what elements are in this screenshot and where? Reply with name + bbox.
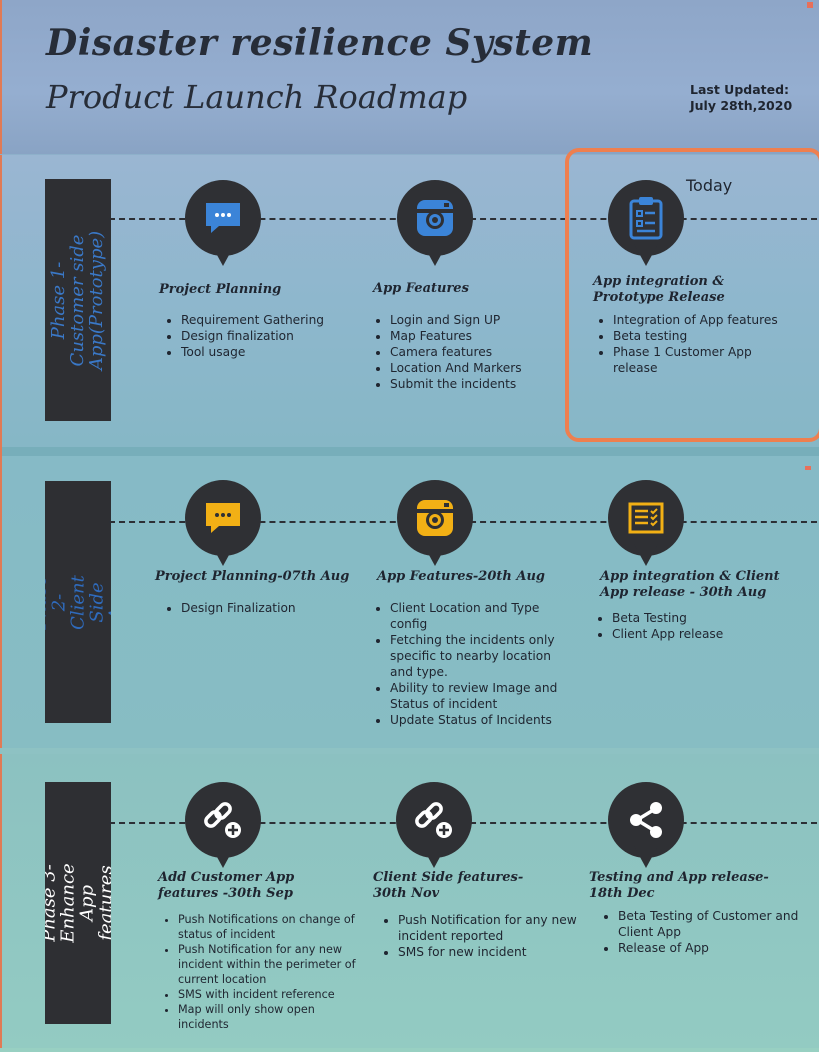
last-updated: Last Updated: July 28th,2020 bbox=[690, 82, 792, 114]
list-item: Location And Markers bbox=[390, 360, 580, 376]
phase-3-item-1-title: Add Customer App features -30th Sep bbox=[158, 870, 295, 901]
list-item: Design Finalization bbox=[181, 600, 371, 616]
phase-2-label-box: Phase 2- Client Side App bbox=[45, 481, 111, 723]
phase-1-label-box: Phase 1-Customer side App(Prototype) bbox=[45, 179, 111, 421]
list-item: Release of App bbox=[618, 940, 808, 956]
list-item: Map will only show open incidents bbox=[178, 1002, 358, 1032]
phase-2-item-1-pin bbox=[185, 480, 261, 570]
phase-3-item-2-pin bbox=[396, 782, 472, 872]
last-updated-label: Last Updated: bbox=[690, 82, 790, 97]
phase-1-item-2-pin bbox=[397, 180, 473, 270]
phase-1-item-3-list: Integration of App features Beta testing… bbox=[591, 312, 813, 376]
phase-1-item-2-list: Login and Sign UP Map Features Camera fe… bbox=[368, 312, 580, 392]
phase-2-item-3-list: Beta Testing Client App release bbox=[590, 610, 802, 642]
phase-3-label-box: Phase 3- Enhance App features bbox=[45, 782, 111, 1024]
phase-3-item-2-title: Client Side features- 30th Nov bbox=[373, 870, 524, 901]
page-subtitle: Product Launch Roadmap bbox=[46, 78, 468, 116]
phase-3-item-1-pin bbox=[185, 782, 261, 872]
list-item: Camera features bbox=[390, 344, 580, 360]
phase-2-item-2-list: Client Location and Type config Fetching… bbox=[368, 600, 570, 728]
phase-3-label: Phase 3- Enhance App features bbox=[45, 863, 111, 943]
header: Disaster resilience System Product Launc… bbox=[0, 0, 819, 154]
phase-1-label: Phase 1-Customer side App(Prototype) bbox=[48, 230, 108, 370]
phase-3-item-3-title: Testing and App release- 18th Dec bbox=[589, 870, 769, 901]
list-item: Client Location and Type config bbox=[390, 600, 570, 632]
list-item: Update Status of Incidents bbox=[390, 712, 570, 728]
chat-bubble-icon bbox=[206, 503, 240, 533]
list-item: Push Notification for any new incident w… bbox=[178, 942, 358, 987]
section-divider bbox=[0, 447, 819, 456]
list-item: Client App release bbox=[612, 626, 802, 642]
camera-icon bbox=[417, 500, 453, 536]
list-item: SMS with incident reference bbox=[178, 987, 358, 1002]
phase-1-item-1-list: Requirement Gathering Design finalizatio… bbox=[159, 312, 381, 360]
today-highlight bbox=[565, 148, 819, 442]
list-item: Ability to review Image and Status of in… bbox=[390, 680, 570, 712]
list-item: Beta Testing of Customer and Client App bbox=[618, 908, 808, 940]
last-updated-date: July 28th,2020 bbox=[690, 98, 793, 113]
phase-1-item-2-title: App Features bbox=[373, 281, 469, 296]
phase-2-item-1-title: Project Planning-07th Aug bbox=[155, 569, 350, 584]
link-add-icon bbox=[204, 802, 241, 838]
phase-2-item-2-title: App Features-20th Aug bbox=[377, 569, 545, 584]
list-item: Beta Testing bbox=[612, 610, 802, 626]
share-icon bbox=[630, 802, 662, 838]
clipboard-icon bbox=[629, 197, 663, 240]
phase-2-item-2-pin bbox=[397, 480, 473, 570]
list-item: Submit the incidents bbox=[390, 376, 580, 392]
phase-3-item-2-list: Push Notification for any new incident r… bbox=[376, 912, 578, 960]
list-item: Push Notifications on change of status o… bbox=[178, 912, 358, 942]
section-divider bbox=[0, 748, 819, 754]
chat-bubble-icon bbox=[206, 203, 240, 233]
list-item: Beta testing bbox=[613, 328, 813, 344]
list-item: SMS for new incident bbox=[398, 944, 578, 960]
phase-3-item-3-pin bbox=[608, 782, 684, 872]
page-title: Disaster resilience System bbox=[46, 22, 594, 64]
phase-2-label: Phase 2- Client Side App bbox=[45, 574, 111, 630]
corner-marker bbox=[807, 2, 813, 8]
list-item: Design finalization bbox=[181, 328, 381, 344]
phase-2-item-3-pin bbox=[608, 480, 684, 570]
list-item: Tool usage bbox=[181, 344, 381, 360]
link-add-icon bbox=[415, 802, 452, 838]
phase-3-item-1-list: Push Notifications on change of status o… bbox=[156, 912, 358, 1032]
list-item: Requirement Gathering bbox=[181, 312, 381, 328]
phase-1-item-1-title: Project Planning bbox=[159, 282, 282, 297]
phase-1-item-3-pin bbox=[608, 180, 684, 270]
list-item: Integration of App features bbox=[613, 312, 813, 328]
list-item: Push Notification for any new incident r… bbox=[398, 912, 578, 944]
today-label: Today bbox=[686, 176, 733, 195]
phase-3-item-3-list: Beta Testing of Customer and Client App … bbox=[596, 908, 808, 956]
phase-1-item-1-pin bbox=[185, 180, 261, 270]
checklist-icon bbox=[628, 502, 664, 534]
phase-2-item-1-list: Design Finalization bbox=[159, 600, 371, 616]
list-item: Fetching the incidents only specific to … bbox=[390, 632, 570, 680]
list-item: Phase 1 Customer App release bbox=[613, 344, 763, 376]
corner-marker bbox=[805, 466, 811, 470]
list-item: Map Features bbox=[390, 328, 580, 344]
camera-icon bbox=[417, 200, 453, 236]
phase-1-item-3-title: App integration & Prototype Release bbox=[593, 274, 725, 305]
phase-2-item-3-title: App integration & Client App release - 3… bbox=[600, 569, 780, 600]
list-item: Login and Sign UP bbox=[390, 312, 580, 328]
